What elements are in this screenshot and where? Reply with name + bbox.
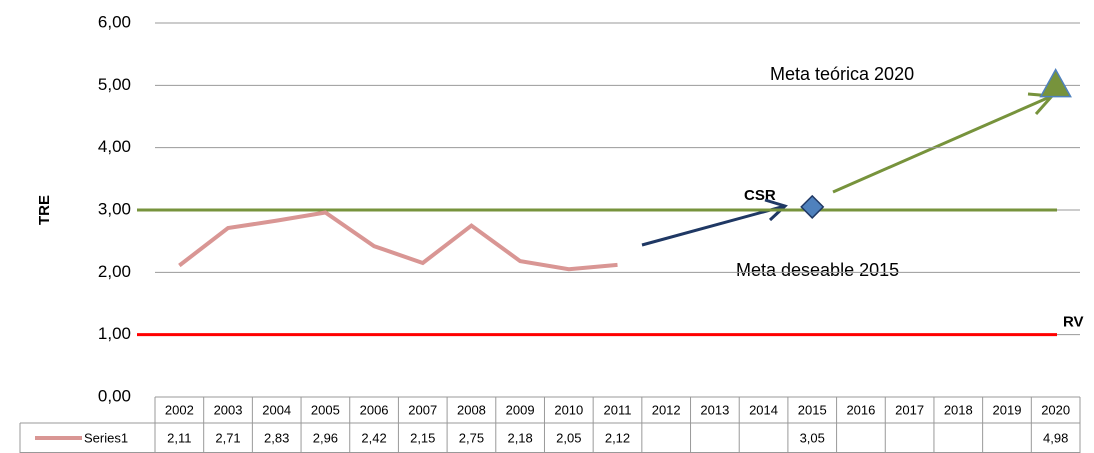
plot: 0,00 1,00 2,00 3,00 4,00 5,00 6,00 RV 2002 2003 20… xyxy=(19,12,1084,453)
x-tick-label: 2011 xyxy=(604,402,632,417)
y-tick-label: 0,00 xyxy=(98,386,131,405)
x-tick-label: 2006 xyxy=(360,402,389,417)
x-tick-label: 2014 xyxy=(749,402,778,417)
table-value: 2,96 xyxy=(313,430,338,445)
x-tick-label: 2019 xyxy=(993,402,1022,417)
x-tick-label: 2012 xyxy=(652,402,681,417)
point-marker xyxy=(1039,68,1072,98)
arrow xyxy=(832,92,1056,194)
y-tick-label: 1,00 xyxy=(98,324,131,343)
table-value: 4,98 xyxy=(1043,430,1068,445)
table-value: 2,42 xyxy=(361,430,386,445)
point-marker xyxy=(800,194,825,219)
x-tick-label: 2013 xyxy=(700,402,729,417)
y-tick-label: 6,00 xyxy=(98,12,131,31)
x-tick-label: 2005 xyxy=(311,402,340,417)
x-tick-label: 2017 xyxy=(895,402,924,417)
series-line xyxy=(178,210,618,272)
annotation: Meta deseable 2015 xyxy=(736,260,899,280)
x-tick-label: 2008 xyxy=(457,402,486,417)
x-tick-label: 2015 xyxy=(798,402,827,417)
table-value: 2,83 xyxy=(264,430,289,445)
x-tick-label: 2020 xyxy=(1041,402,1070,417)
x-tick-label: 2016 xyxy=(846,402,875,417)
x-tick-label: 2018 xyxy=(944,402,973,417)
reference-label: RV xyxy=(1063,314,1084,331)
table-value: 2,05 xyxy=(556,430,581,445)
table-value: 2,71 xyxy=(215,430,240,445)
arrow xyxy=(641,198,788,247)
x-tick-label: 2009 xyxy=(506,402,535,417)
x-tick-label: 2004 xyxy=(262,402,291,417)
y-tick-label: 4,00 xyxy=(98,137,131,156)
x-tick-label: 2002 xyxy=(165,402,194,417)
x-tick-label: 2010 xyxy=(554,402,583,417)
table-value: 2,18 xyxy=(507,430,532,445)
x-tick-label: 2003 xyxy=(214,402,243,417)
table-value: 2,15 xyxy=(410,430,435,445)
y-tick-label: 5,00 xyxy=(98,75,131,94)
table-value: 2,75 xyxy=(459,430,484,445)
table-value: 2,11 xyxy=(167,430,191,445)
table-value: 2,12 xyxy=(605,430,630,445)
table-value: 3,05 xyxy=(800,430,825,445)
annotation: Meta teórica 2020 xyxy=(770,64,914,84)
legend-label: Series1 xyxy=(84,430,128,445)
y-tick-label: 3,00 xyxy=(98,199,131,218)
y-axis-label: TRE xyxy=(36,195,53,225)
x-tick-label: 2007 xyxy=(408,402,437,417)
y-tick-label: 2,00 xyxy=(98,262,131,281)
